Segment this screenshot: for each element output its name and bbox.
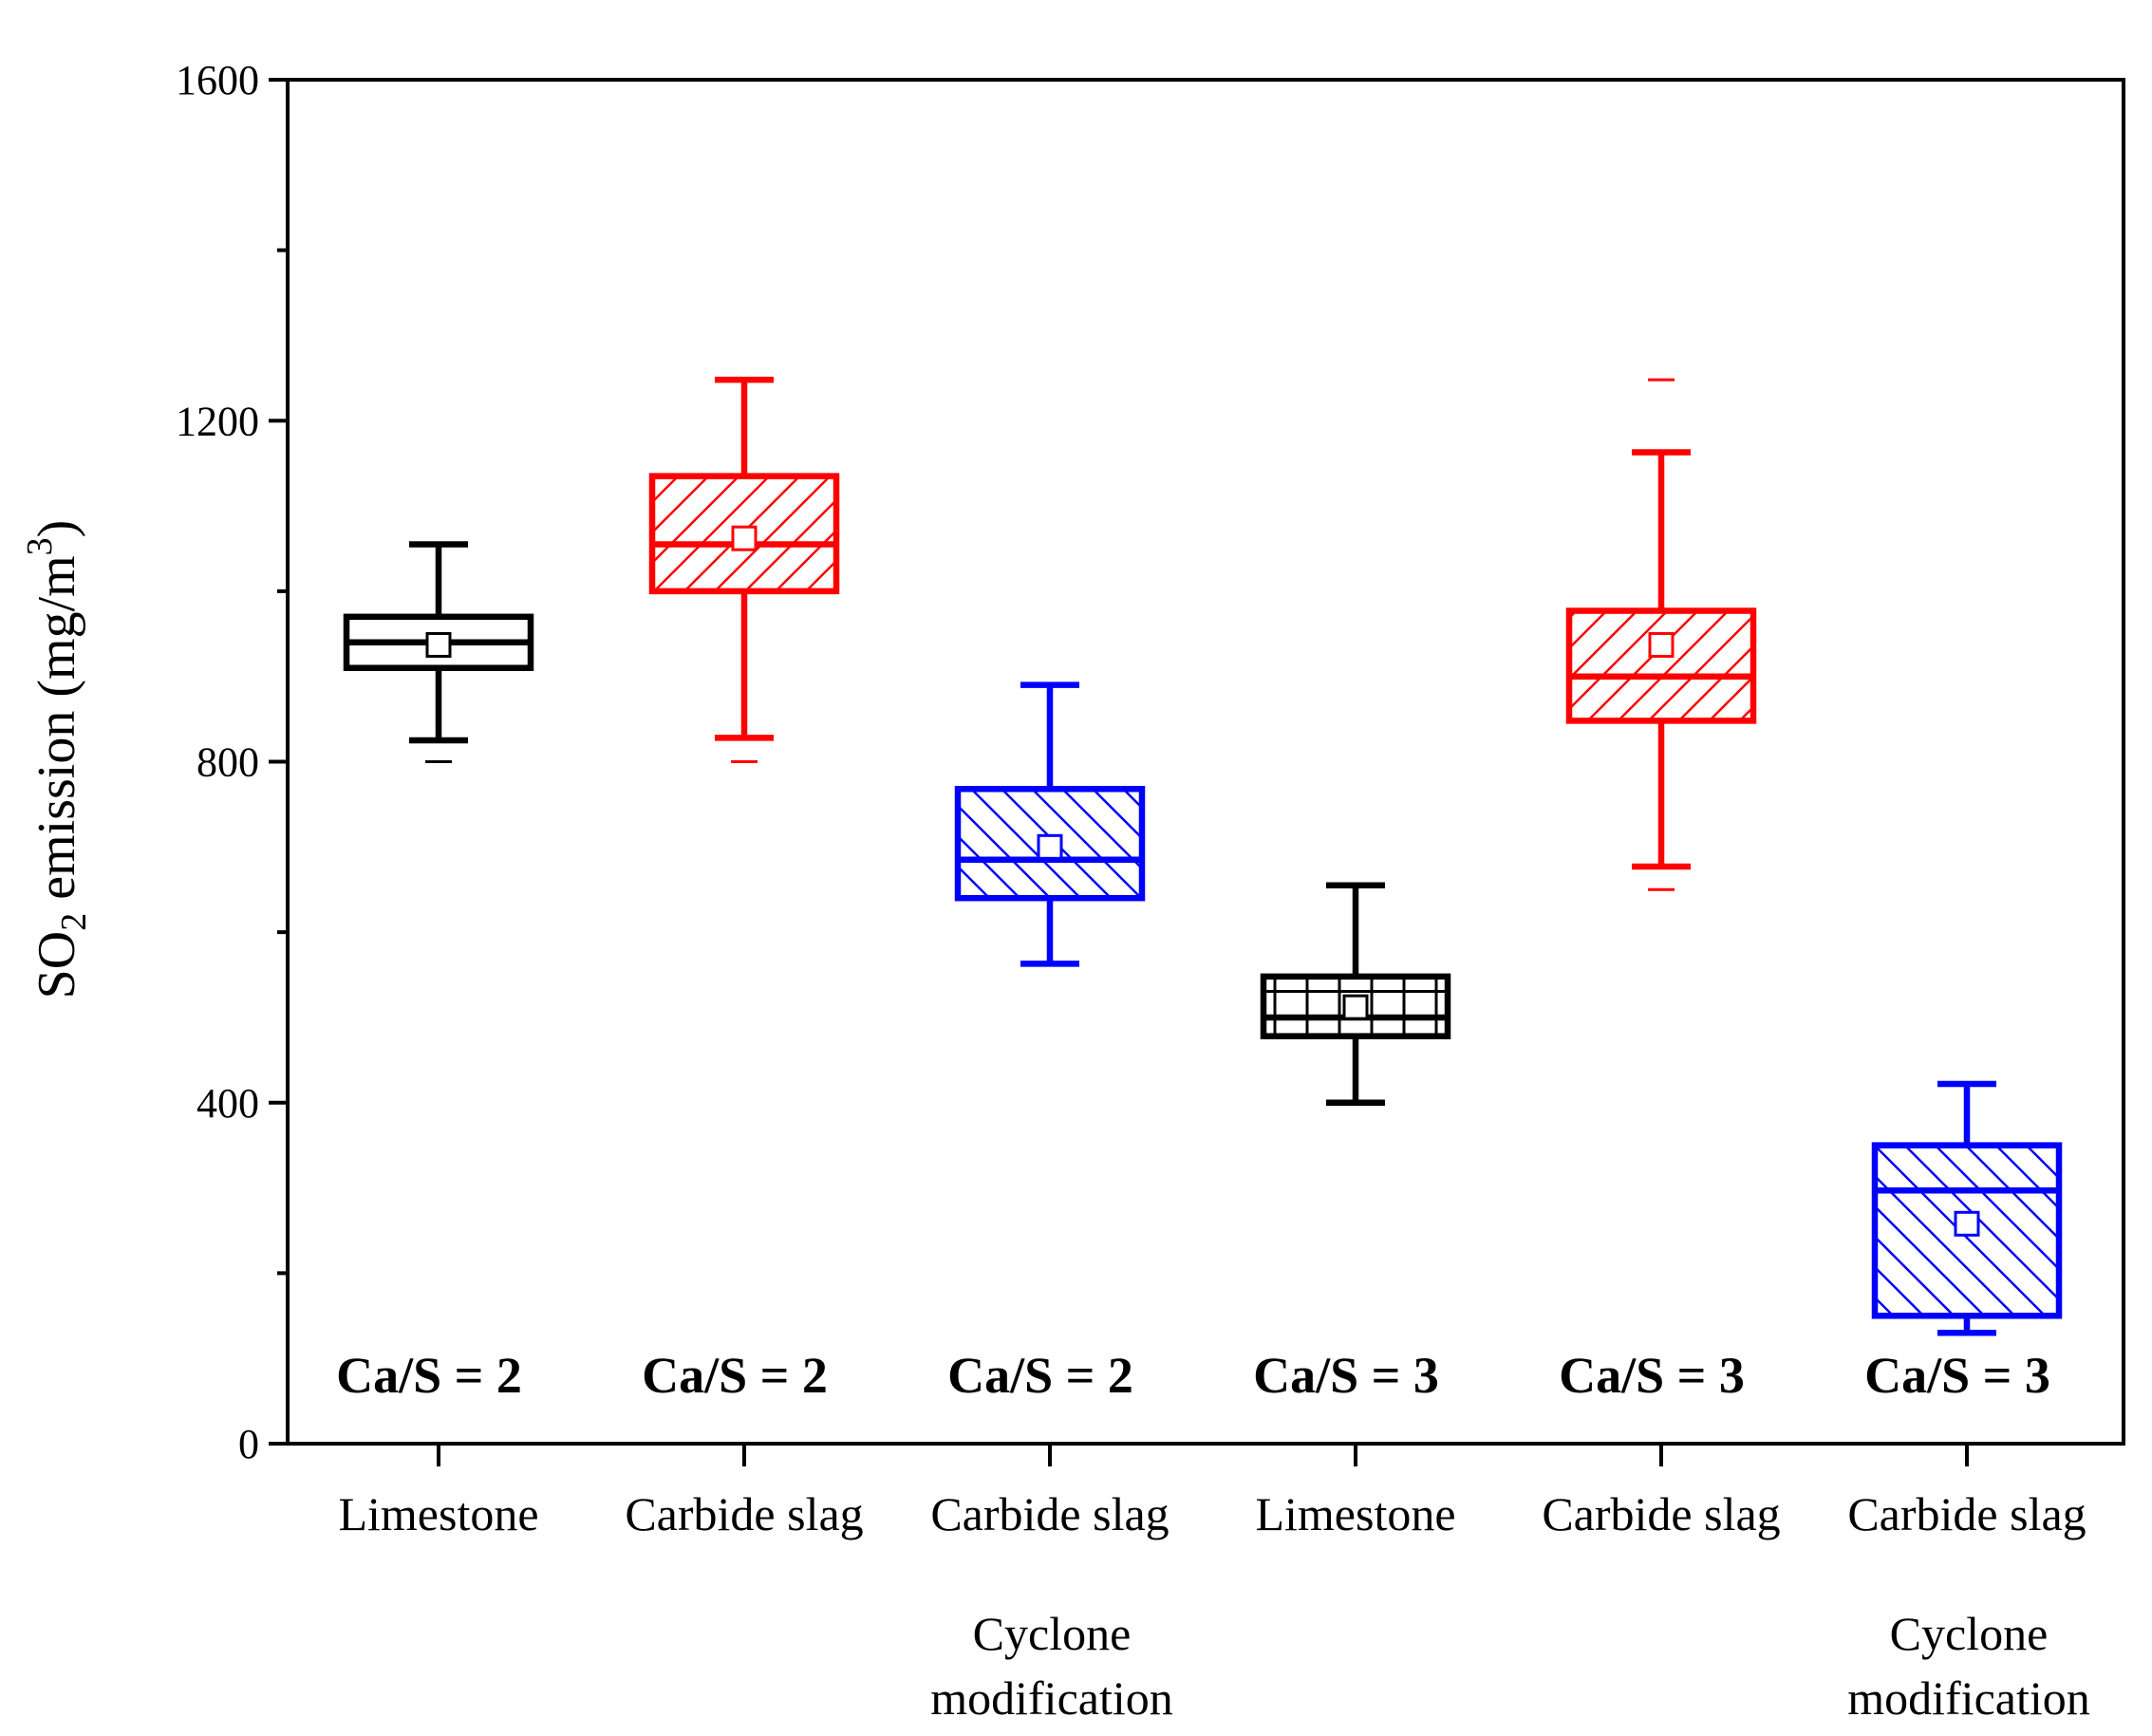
group-label: Ca/S = 2 [642, 1347, 828, 1404]
labels-layer: 0 400 800 1200 1600 Ca/S = 2 Limestone Ca/S = 2… [20, 57, 2090, 1725]
mean-marker [1342, 994, 1369, 1020]
group-label: Ca/S = 2 [336, 1347, 522, 1404]
x-category-label: modification [930, 1671, 1173, 1725]
x-category-label: Limestone [338, 1487, 538, 1540]
box-3 [954, 681, 1146, 967]
mean-marker [425, 631, 452, 658]
x-category-label: Carbide slag [1542, 1487, 1780, 1540]
x-category-label: Cyclone [973, 1607, 1132, 1660]
x-category-label: Carbide slag [930, 1487, 1169, 1540]
mean-marker [731, 525, 758, 551]
box-1 [343, 541, 534, 763]
x-category-label: Cyclone [1890, 1607, 2049, 1660]
mean-marker [1954, 1210, 1980, 1237]
box-4 [1260, 882, 1451, 1106]
y-tick-label: 1200 [176, 398, 259, 444]
x-category-label: modification [1847, 1671, 2090, 1725]
box-5 [1565, 378, 1757, 891]
axes-layer [269, 78, 2125, 1466]
y-tick-label: 0 [238, 1421, 259, 1467]
group-label: Ca/S = 3 [1864, 1347, 2050, 1404]
box-2 [648, 376, 840, 763]
box-6 [1871, 1080, 2063, 1336]
y-tick-label: 800 [196, 739, 259, 786]
x-category-label: Carbide slag [1847, 1487, 2086, 1540]
boxes-layer [343, 376, 2063, 1336]
y-tick-label: 400 [196, 1080, 259, 1127]
plot-frame [286, 78, 2125, 1446]
group-label: Ca/S = 3 [1559, 1347, 1745, 1404]
group-label: Ca/S = 2 [947, 1347, 1133, 1404]
group-label: Ca/S = 3 [1253, 1347, 1439, 1404]
mean-marker [1648, 631, 1675, 658]
box-body [1565, 607, 1757, 724]
x-category-label: Limestone [1255, 1487, 1455, 1540]
x-category-label: Carbide slag [625, 1487, 863, 1540]
y-tick-label: 1600 [176, 57, 259, 103]
mean-marker [1037, 833, 1063, 860]
y-axis-title: SO2 emission (mg/m3) [20, 520, 94, 999]
